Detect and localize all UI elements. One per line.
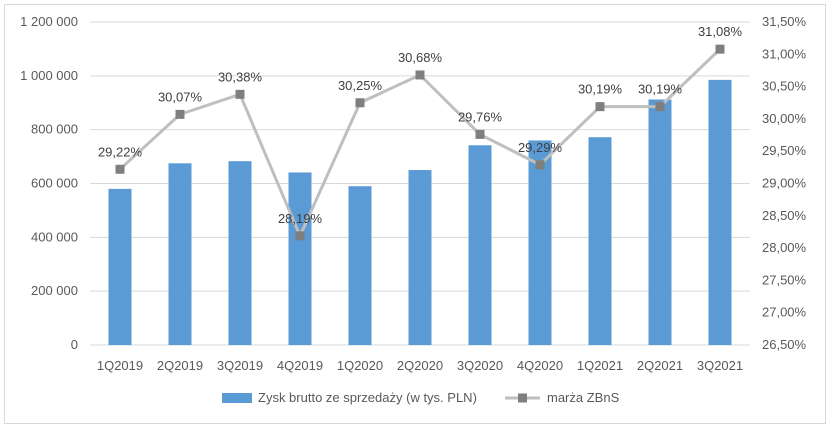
data-label: 29,76% [458, 109, 503, 124]
bar-series [108, 79, 732, 346]
bar [108, 188, 132, 345]
bar [168, 163, 192, 345]
data-label: 31,08% [698, 24, 743, 39]
data-label: 30,07% [158, 89, 203, 104]
bar [408, 170, 432, 345]
x-tick-label: 2Q2021 [637, 358, 683, 373]
legend-swatch-marker [518, 393, 527, 403]
x-tick-label: 3Q2019 [217, 358, 263, 373]
line-marker [595, 102, 605, 112]
right-tick-label: 27,00% [762, 305, 807, 320]
line-marker [535, 160, 545, 170]
right-tick-label: 27,50% [762, 272, 807, 287]
bar [708, 79, 732, 345]
legend-label-line: marża ZBnS [547, 390, 620, 405]
line-marker [175, 109, 185, 119]
x-tick-label: 1Q2019 [97, 358, 143, 373]
right-tick-label: 26,50% [762, 337, 807, 352]
data-label: 30,38% [218, 69, 263, 84]
x-tick-label: 3Q2021 [697, 358, 743, 373]
left-tick-label: 1 200 000 [20, 14, 78, 29]
x-tick-label: 2Q2020 [397, 358, 443, 373]
right-axis-ticks: 26,50% 27,00% 27,50% 28,00% 28,50% 29,00% 29,5… [762, 14, 807, 352]
legend: Zysk brutto ze sprzedaży (w tys. PLN) mar… [222, 390, 620, 405]
line-series [115, 44, 725, 241]
x-tick-label: 4Q2019 [277, 358, 323, 373]
right-tick-label: 28,00% [762, 240, 807, 255]
data-label: 30,25% [338, 78, 383, 93]
data-label: 28,19% [278, 211, 323, 226]
bar [528, 140, 552, 345]
left-tick-label: 400 000 [31, 229, 78, 244]
bar [588, 137, 612, 345]
data-label: 30,19% [578, 82, 623, 97]
x-tick-label: 3Q2020 [457, 358, 503, 373]
x-tick-label: 2Q2019 [157, 358, 203, 373]
data-labels: 29,22% 30,07% 30,38% 28,19% 30,25% 30,68% 29,7… [98, 24, 743, 226]
line-marker [235, 89, 245, 99]
line-marker [415, 70, 425, 80]
right-tick-label: 28,50% [762, 208, 807, 223]
left-axis-ticks: 0 200 000 400 000 600 000 800 000 1 000 000 1 … [20, 14, 78, 352]
right-tick-label: 31,50% [762, 14, 807, 29]
right-tick-label: 30,00% [762, 111, 807, 126]
bar [288, 172, 312, 345]
data-label: 29,29% [518, 140, 563, 155]
right-tick-label: 29,00% [762, 176, 807, 191]
x-tick-label: 1Q2021 [577, 358, 623, 373]
left-tick-label: 600 000 [31, 176, 78, 191]
line-marker [655, 102, 665, 112]
data-label: 29,22% [98, 144, 143, 159]
right-tick-label: 30,50% [762, 79, 807, 94]
x-axis-labels: 1Q2019 2Q2019 3Q2019 4Q2019 1Q2020 2Q2020 3Q20… [97, 358, 743, 373]
data-label: 30,19% [638, 82, 683, 97]
left-tick-label: 800 000 [31, 122, 78, 137]
x-tick-label: 4Q2020 [517, 358, 563, 373]
line-marker [475, 129, 485, 139]
left-tick-label: 200 000 [31, 283, 78, 298]
bar [648, 99, 672, 346]
line-marker [715, 44, 725, 54]
line-marker [295, 231, 305, 241]
right-tick-label: 29,50% [762, 143, 807, 158]
left-tick-label: 0 [71, 337, 78, 352]
bar [468, 145, 492, 345]
line-marker [115, 164, 125, 174]
data-label: 30,68% [398, 50, 443, 65]
bar [228, 161, 252, 345]
line-marker [355, 98, 365, 108]
x-tick-label: 1Q2020 [337, 358, 383, 373]
bar [348, 186, 372, 345]
right-tick-label: 31,00% [762, 46, 807, 61]
legend-swatch-bars [222, 393, 252, 403]
legend-label-bars: Zysk brutto ze sprzedaży (w tys. PLN) [258, 390, 477, 405]
left-tick-label: 1 000 000 [20, 68, 78, 83]
